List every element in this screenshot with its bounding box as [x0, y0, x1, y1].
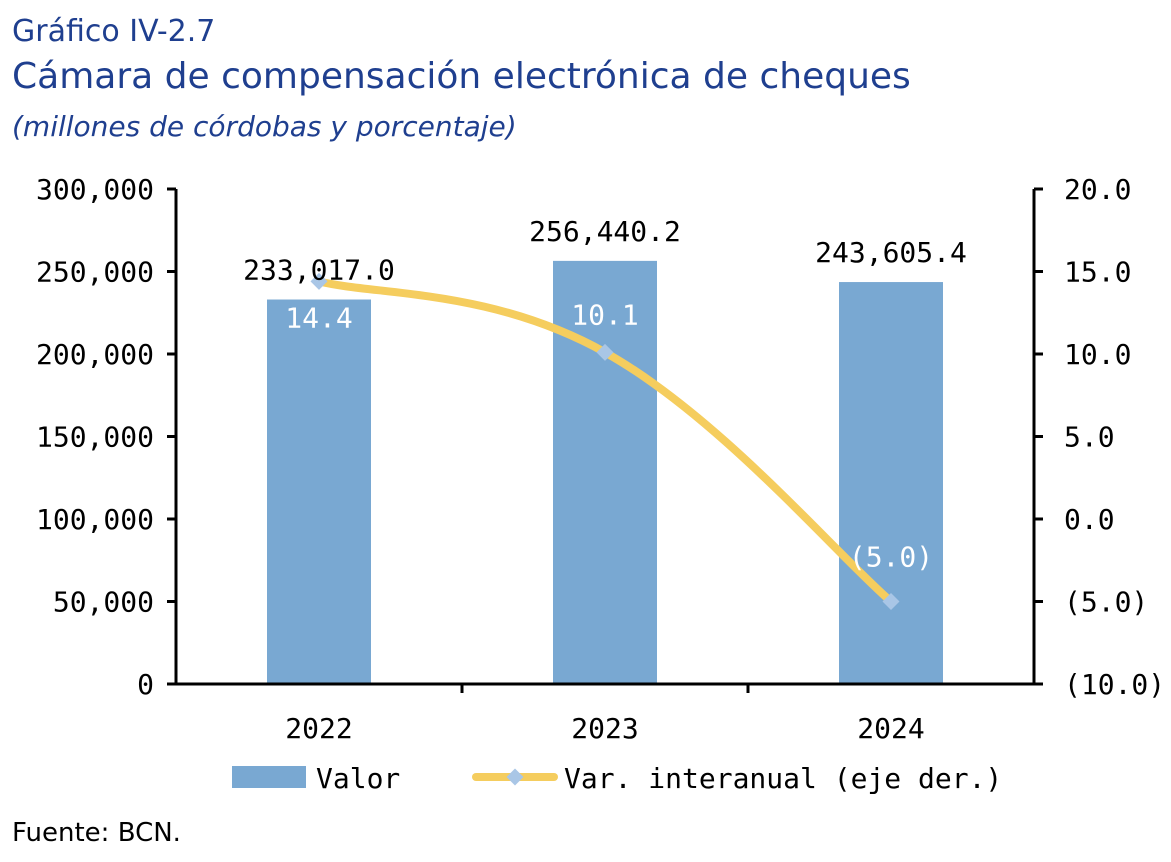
- line-value-label: 14.4: [285, 301, 352, 334]
- line-marker-2022: [310, 272, 328, 290]
- bar-value-label: 256,440.2: [529, 215, 681, 248]
- x-tick-label: 2023: [571, 712, 638, 745]
- legend: Valor Var. interanual (eje der.): [232, 762, 1002, 795]
- left-tick-label: 300,000: [36, 173, 154, 206]
- chart-title: Cámara de compensación electrónica de ch…: [12, 56, 911, 97]
- legend-marker-var: [506, 768, 524, 786]
- right-tick-label: (10.0): [1064, 668, 1165, 701]
- data-labels: 233,017.0 256,440.2 243,605.4 14.4 10.1 (5.0): [243, 215, 967, 574]
- line-marker-2024: [882, 593, 900, 610]
- right-tick-label: (5.0): [1064, 586, 1148, 619]
- right-tick-label: 20.0: [1064, 173, 1131, 206]
- source-note: Fuente: BCN.: [12, 818, 181, 848]
- left-tick-label: 100,000: [36, 503, 154, 536]
- right-tick-label: 15.0: [1064, 256, 1131, 289]
- bar-2024: [839, 282, 943, 684]
- bar-series: [267, 260, 943, 684]
- left-tick-label: 200,000: [36, 338, 154, 371]
- x-tick-label: 2024: [857, 712, 924, 745]
- axes: 0 50,000 100,000 150,000 200,000 250,000 300,0…: [36, 173, 1165, 745]
- line-value-label: 10.1: [571, 298, 638, 331]
- left-tick-label: 50,000: [53, 586, 154, 619]
- figure-label: Gráfico IV-2.7: [12, 14, 216, 49]
- legend-label-valor: Valor: [316, 762, 400, 795]
- legend-swatch-valor: [232, 766, 306, 788]
- line-series: [310, 272, 900, 610]
- line-marker-2023: [596, 343, 614, 361]
- legend-label-var: Var. interanual (eje der.): [564, 762, 1002, 795]
- left-tick-label: 0: [137, 668, 154, 701]
- bar-2022: [267, 299, 371, 684]
- bar-value-label: 243,605.4: [815, 236, 967, 269]
- left-tick-label: 150,000: [36, 421, 154, 454]
- line-value-label: (5.0): [849, 541, 933, 574]
- right-tick-label: 5.0: [1064, 421, 1115, 454]
- bar-value-label: 233,017.0: [243, 254, 395, 287]
- right-tick-label: 10.0: [1064, 338, 1131, 371]
- left-tick-label: 250,000: [36, 256, 154, 289]
- x-tick-label: 2022: [285, 712, 352, 745]
- right-tick-label: 0.0: [1064, 503, 1115, 536]
- chart-subtitle: (millones de córdobas y porcentaje): [12, 110, 517, 143]
